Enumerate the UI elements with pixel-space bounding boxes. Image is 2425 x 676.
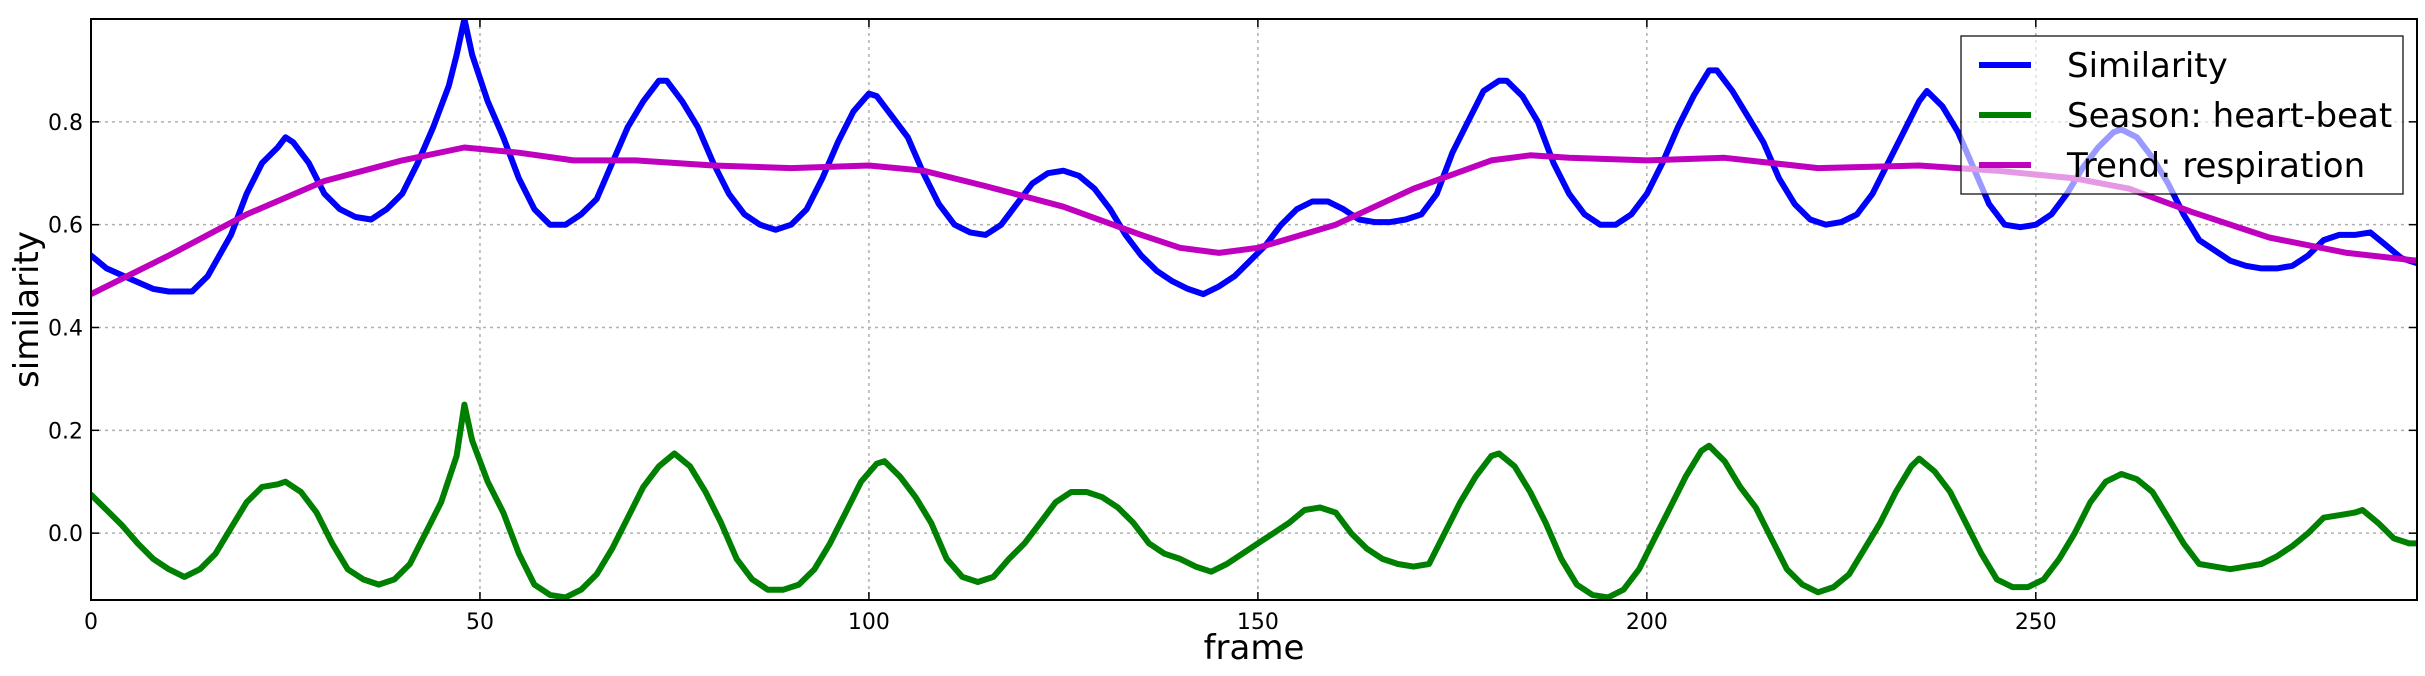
y-tick-label: 0.4 (48, 316, 83, 341)
x-tick-label: 100 (848, 610, 890, 635)
plot-area-frame (90, 18, 2418, 601)
x-tick-label: 50 (466, 610, 494, 635)
y-axis-label: similarity (7, 231, 47, 388)
series-line-season-heart-beat (91, 401, 2417, 600)
legend-label: Trend: respiration (2066, 146, 2365, 186)
x-tick-label: 200 (1626, 610, 1668, 635)
y-tick-label: 0.8 (48, 111, 83, 136)
y-tick-label: 0.0 (48, 522, 83, 547)
legend: Similarity Season: heart-beat Trend: respi… (1960, 35, 2404, 195)
x-tick-label: 150 (1237, 610, 1279, 635)
axis-ticks: 0 50 100 150 200 250 0.0 0.2 0.4 0.6 0.8 (48, 19, 2417, 635)
series-line-similarity (91, 19, 2417, 298)
x-tick-label: 0 (84, 610, 98, 635)
legend-box (1960, 35, 2404, 195)
legend-label: Similarity (2067, 46, 2228, 86)
x-axis-label: frame (1204, 628, 1305, 668)
x-tick-label: 250 (2015, 610, 2057, 635)
y-tick-label: 0.6 (48, 214, 83, 239)
y-tick-label: 0.2 (48, 419, 83, 444)
legend-label: Season: heart-beat (2067, 96, 2392, 136)
